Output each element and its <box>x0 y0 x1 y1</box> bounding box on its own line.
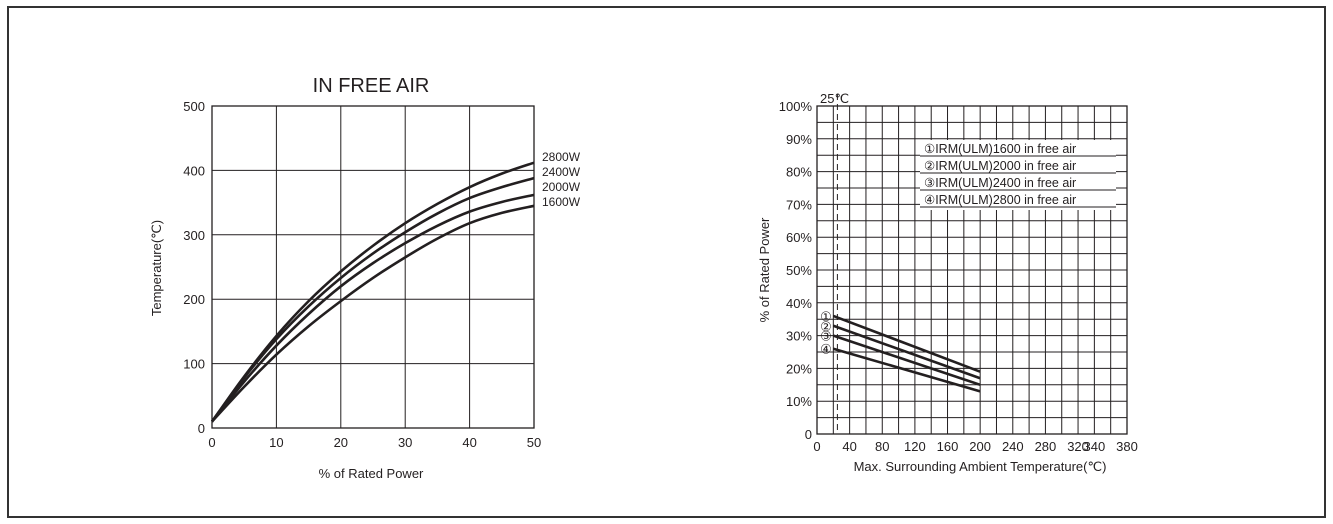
x-tick-label: 50 <box>527 435 541 450</box>
series-line-2800w <box>210 161 535 423</box>
series-line-4 <box>832 347 981 393</box>
y-tick-label: 30% <box>786 329 812 344</box>
series-marker-1: ① <box>820 309 832 324</box>
plot-border <box>816 105 1128 435</box>
y-tick-label: 60% <box>786 230 812 245</box>
figure-frame <box>7 6 1326 518</box>
x-axis-title: % of Rated Power <box>319 466 424 481</box>
legend-entry: ②IRM(ULM)2000 in free air <box>924 159 1076 173</box>
x-tick-label: 340 <box>1084 439 1106 454</box>
y-tick-label: 100% <box>779 99 813 114</box>
series-label-2800w: 2800W <box>542 150 581 164</box>
x-tick-label: 240 <box>1002 439 1024 454</box>
x-tick-label: 10 <box>269 435 283 450</box>
legend-entry: ①IRM(ULM)1600 in free air <box>924 142 1076 156</box>
reference-line-25c: 25℃ <box>820 91 849 434</box>
reference-line-label: 25℃ <box>820 91 849 106</box>
series-line-2 <box>832 324 981 380</box>
y-tick-label: 100 <box>183 357 205 372</box>
plot-border <box>211 105 535 429</box>
x-axis-title: Max. Surrounding Ambient Temperature(℃) <box>854 459 1107 474</box>
series-label-2400w: 2400W <box>542 165 581 179</box>
x-tick-label: 80 <box>875 439 889 454</box>
y-tick-label: 400 <box>183 163 205 178</box>
series-marker-3: ③ <box>820 329 832 344</box>
y-tick-label: 90% <box>786 132 812 147</box>
x-tick-label: 320 <box>1067 439 1089 454</box>
chart-grid <box>211 105 535 429</box>
y-tick-label: 0 <box>805 427 812 442</box>
y-tick-label: 80% <box>786 165 812 180</box>
x-tick-label: 200 <box>969 439 991 454</box>
legend-entry: ④IRM(ULM)2800 in free air <box>924 193 1076 207</box>
x-tick-label: 280 <box>1035 439 1057 454</box>
y-tick-label: 200 <box>183 292 205 307</box>
legend-entry: ③IRM(ULM)2400 in free air <box>924 176 1076 190</box>
y-tick-labels: 0 100 200 300 400 500 <box>183 99 205 436</box>
y-tick-label: 10% <box>786 394 812 409</box>
series-line-3 <box>832 334 981 387</box>
series-line-2400w <box>210 176 535 423</box>
series-marker-4: ④ <box>820 342 832 357</box>
temperature-chart: IN FREE AIR 0 10 20 30 40 50 0 100 200 300 400 500… <box>149 75 581 481</box>
x-tick-label: 380 <box>1116 439 1138 454</box>
series-label-2000w: 2000W <box>542 180 581 194</box>
x-tick-label: 120 <box>904 439 926 454</box>
series-line-1 <box>832 314 981 373</box>
legend: ①IRM(ULM)1600 in free air ②IRM(ULM)2000 i… <box>920 140 1116 210</box>
y-tick-label: 0 <box>198 421 205 436</box>
x-tick-label: 0 <box>208 435 215 450</box>
y-tick-label: 70% <box>786 197 812 212</box>
y-axis-title: Temperature(℃) <box>149 220 164 316</box>
y-tick-labels: 0 10% 20% 30% 40% 50% 60% 70% 80% 90% 100% <box>779 99 813 442</box>
x-tick-label: 40 <box>842 439 856 454</box>
series-lines <box>832 314 981 393</box>
chart-title: IN FREE AIR <box>313 75 430 97</box>
legend-background <box>920 140 1116 210</box>
series-line-2000w <box>210 193 535 423</box>
x-tick-labels: 0 10 20 30 40 50 <box>208 435 541 450</box>
y-tick-label: 300 <box>183 228 205 243</box>
y-tick-label: 50% <box>786 263 812 278</box>
x-tick-label: 40 <box>462 435 476 450</box>
series-label-1600w: 1600W <box>542 195 581 209</box>
y-axis-title: % of Rated Power <box>757 217 772 322</box>
x-tick-label: 0 <box>813 439 820 454</box>
x-tick-label: 160 <box>937 439 959 454</box>
x-tick-label: 20 <box>334 435 348 450</box>
y-tick-label: 40% <box>786 296 812 311</box>
series-line-1600w <box>211 204 535 423</box>
y-tick-label: 500 <box>183 99 205 114</box>
y-tick-label: 20% <box>786 361 812 376</box>
series-lines <box>210 161 535 423</box>
x-tick-label: 30 <box>398 435 412 450</box>
series-marker-2: ② <box>820 319 832 334</box>
